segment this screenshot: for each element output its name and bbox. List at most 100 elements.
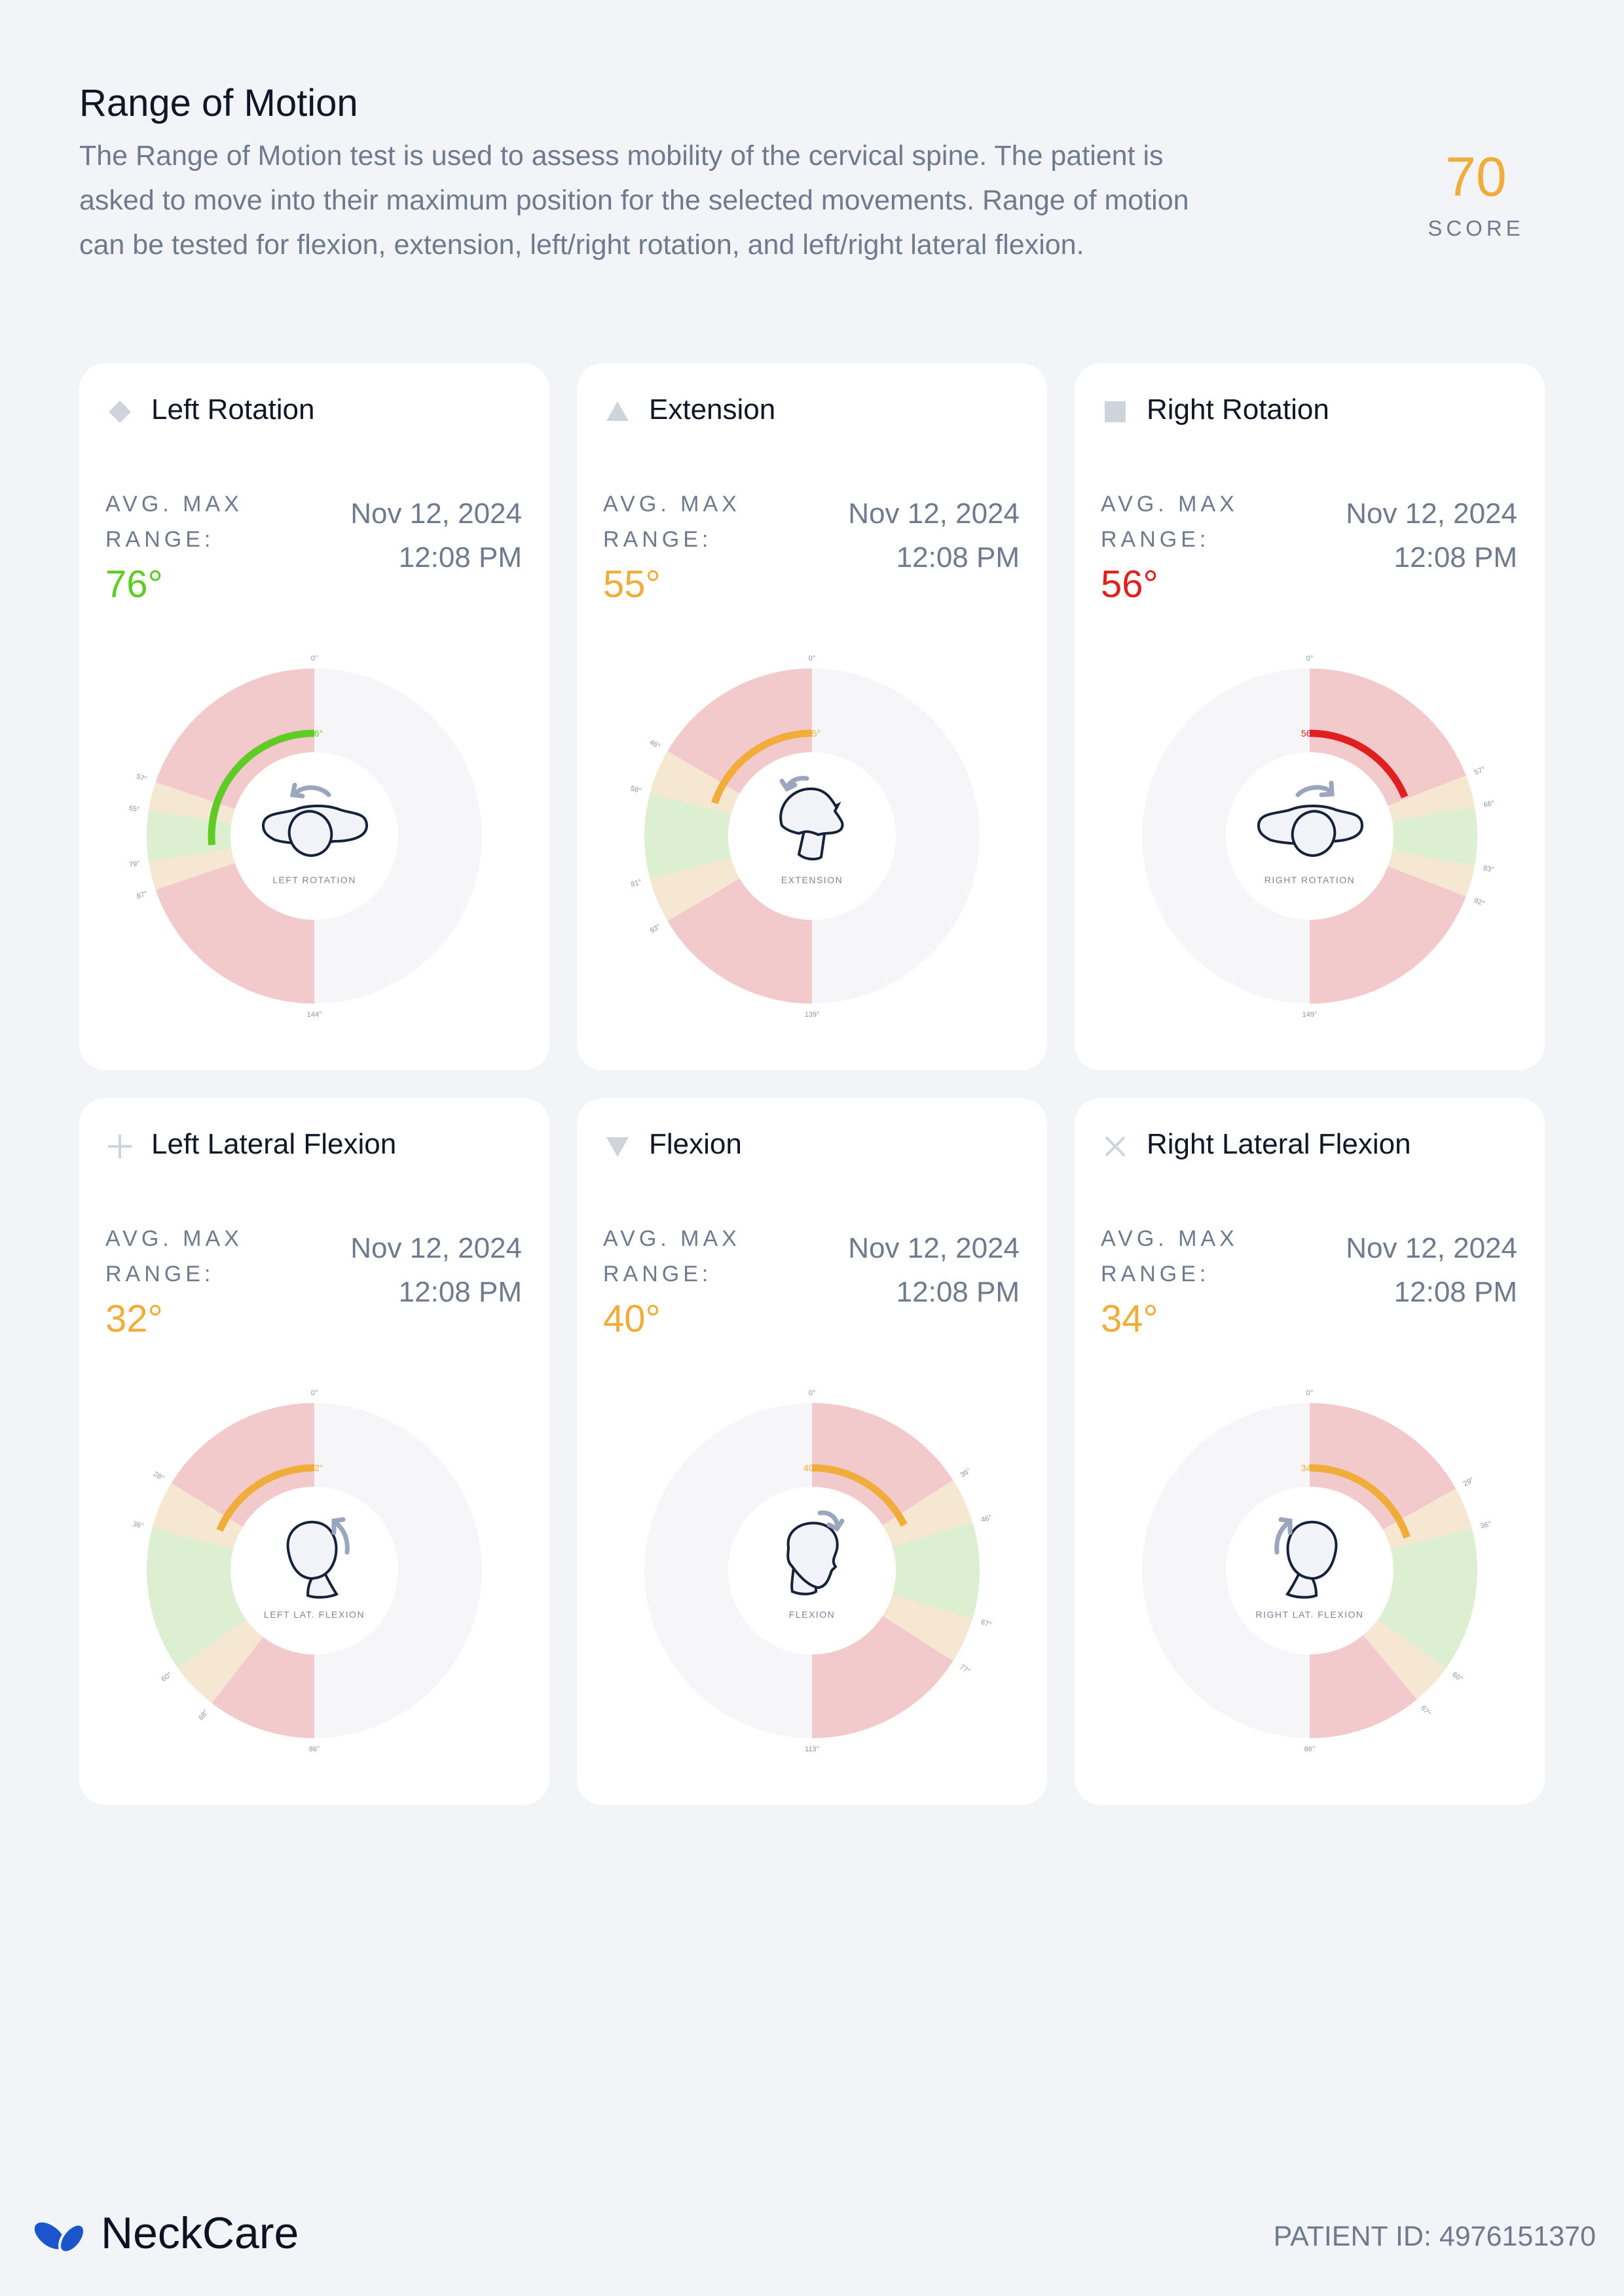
gauge-tick-min: 0° xyxy=(1306,655,1314,663)
gauge-tick-zone: 79° xyxy=(128,860,140,869)
brand-name: NeckCare xyxy=(101,2208,299,2258)
measurement-date: Nov 12, 2024 xyxy=(848,1232,1020,1264)
gauge-tick-zone: 81° xyxy=(630,878,642,888)
lat-right-figure-icon xyxy=(1274,1517,1338,1599)
gauge-tick-min: 0° xyxy=(311,655,318,663)
card-right-rotation: Right Rotation AVG. MAX RANGE: 56° Nov 12… xyxy=(1075,363,1545,1070)
card-left-lateral-flexion: Left Lateral Flexion AVG. MAX RANGE: 32° … xyxy=(79,1098,549,1805)
avg-label-line-1: AVG. MAX xyxy=(603,492,741,517)
flexion-figure-icon xyxy=(786,1510,845,1595)
lat-left-figure-icon xyxy=(286,1517,350,1599)
gauge-tick-zone: 36° xyxy=(959,1467,972,1479)
gauge-inactive-half xyxy=(1142,668,1310,1004)
diamond-icon xyxy=(109,401,131,423)
avg-label-line-1: AVG. MAX xyxy=(105,1226,243,1251)
patient-id: PATIENT ID: 4976151370 xyxy=(1273,2221,1596,2252)
gauge-zone-normal xyxy=(644,793,731,879)
range-gauge: 34° 0° 29° 36° 60° 67° 86° RIGHT LAT. FLEXION xyxy=(1142,1389,1492,1753)
avg-label-line-1: AVG. MAX xyxy=(1101,1226,1238,1251)
gauge-tick-max: 86° xyxy=(309,1745,320,1753)
avg-label-line-1: AVG. MAX xyxy=(603,1226,741,1251)
page-title: Range of Motion xyxy=(79,82,358,124)
measurement-time: 12:08 PM xyxy=(1393,1276,1517,1308)
avg-label-line-2: RANGE: xyxy=(105,1262,215,1286)
gauge-zone-low xyxy=(155,668,314,809)
gauge-tick-min: 0° xyxy=(809,655,816,663)
page-description: The Range of Motion test is used to asse… xyxy=(79,140,1189,261)
gauge-zone-borderline-low xyxy=(152,1483,243,1550)
gauge-value-arc xyxy=(711,729,813,805)
card-left-rotation: Left Rotation AVG. MAX RANGE: 76° Nov 12,… xyxy=(79,363,549,1070)
avg-max-range-value: 40° xyxy=(603,1298,661,1340)
avg-label-line-2: RANGE: xyxy=(105,527,215,552)
avg-max-range-value: 56° xyxy=(1101,563,1158,606)
gauge-tick-max: 139° xyxy=(805,1011,820,1019)
gauge-tick-zone: 57° xyxy=(1473,765,1486,776)
gauge-zone-high xyxy=(1310,1635,1417,1738)
gauge-zone-high xyxy=(155,863,314,1004)
avg-max-range-label: AVG. MAX RANGE: xyxy=(1101,1221,1238,1292)
gauge-zone-borderline-low xyxy=(882,1480,973,1547)
avg-max-range-label: AVG. MAX RANGE: xyxy=(105,1221,243,1292)
measurement-datetime: Nov 12, 2024 12:08 PM xyxy=(1346,1226,1517,1314)
gauge-zone-low xyxy=(1310,1403,1456,1530)
measurement-datetime: Nov 12, 2024 12:08 PM xyxy=(350,1226,522,1314)
extension-figure-icon xyxy=(779,776,844,861)
gauge-tick-zone: 83° xyxy=(1483,864,1495,874)
card-right-lateral-flexion: Right Lateral Flexion AVG. MAX RANGE: 34°… xyxy=(1075,1098,1545,1805)
gauge-tick-max: 86° xyxy=(1304,1745,1316,1753)
range-gauge: 32° 0° 28° 36° 60° 68° 86° LEFT LAT. FLEXION xyxy=(132,1389,482,1753)
card-title: Right Lateral Flexion xyxy=(1147,1128,1411,1160)
gauge-zone-normal xyxy=(1392,806,1477,866)
measurement-date: Nov 12, 2024 xyxy=(350,498,522,530)
avg-label-line-2: RANGE: xyxy=(603,527,712,552)
gauge-zone-low xyxy=(1310,668,1466,806)
gauge-figure-label: LEFT ROTATION xyxy=(272,875,356,885)
gauge-zone-borderline-low xyxy=(1388,775,1475,822)
gauge-tick-zone: 93° xyxy=(649,922,662,935)
gauge-value-arc xyxy=(208,729,315,846)
measurement-time: 12:08 PM xyxy=(398,541,522,574)
rotation-right-figure-icon xyxy=(1257,780,1364,857)
measurement-datetime: Nov 12, 2024 12:08 PM xyxy=(848,1226,1020,1314)
avg-max-range-label: AVG. MAX RANGE: xyxy=(603,486,741,557)
gauge-tick-zone: 57° xyxy=(136,773,149,784)
gauge-tick-zone: 28° xyxy=(152,1470,165,1483)
gauge-tick-zone: 60° xyxy=(1450,1671,1464,1683)
avg-max-range-label: AVG. MAX RANGE: xyxy=(1101,486,1238,557)
measurement-time: 12:08 PM xyxy=(896,1276,1020,1308)
gauge-figure-label: RIGHT LAT. FLEXION xyxy=(1256,1609,1364,1620)
gauge-value-label: 34° xyxy=(1301,1463,1315,1473)
gauge-zone-borderline-high xyxy=(650,857,740,921)
gauge-tick-zone: 36° xyxy=(132,1520,144,1531)
plus-icon xyxy=(108,1135,132,1158)
gauge-value-label: 40° xyxy=(803,1463,817,1473)
gauge-zone-high xyxy=(1310,866,1466,1004)
range-gauge: 55° 0° 46° 58° 81° 93° 139° EXTENSION xyxy=(629,655,980,1019)
range-gauge: 40° 0° 36° 46° 67° 77° 113° FLEXION xyxy=(644,1389,993,1753)
card-title: Left Lateral Flexion xyxy=(151,1128,397,1160)
gauge-tick-zone: 36° xyxy=(1480,1520,1492,1531)
gauge-tick-zone: 92° xyxy=(1473,897,1486,908)
measurement-datetime: Nov 12, 2024 12:08 PM xyxy=(1346,492,1517,579)
gauge-figure-label: FLEXION xyxy=(789,1609,835,1620)
gauge-tick-zone: 77° xyxy=(958,1663,971,1675)
avg-max-range-value: 55° xyxy=(603,563,661,606)
avg-max-range-label: AVG. MAX RANGE: xyxy=(603,1221,741,1292)
gauge-tick-zone: 66° xyxy=(1483,799,1495,809)
measurement-datetime: Nov 12, 2024 12:08 PM xyxy=(848,492,1020,579)
gauge-inactive-half xyxy=(1142,1403,1310,1738)
gauge-zone-normal xyxy=(892,1522,980,1619)
gauge-tick-zone: 60° xyxy=(160,1671,174,1683)
gauge-figure-label: LEFT LAT. FLEXION xyxy=(264,1609,365,1620)
gauge-zone-borderline-high xyxy=(177,1619,263,1704)
gauge-inactive-half xyxy=(314,668,482,1004)
score-label: SCORE xyxy=(1428,216,1524,240)
triangle-up-icon xyxy=(606,401,629,421)
gauge-tick-zone: 87° xyxy=(136,890,149,901)
measurement-date: Nov 12, 2024 xyxy=(1346,1232,1517,1264)
gauge-tick-zone: 67° xyxy=(980,1618,992,1629)
gauge-zone-normal xyxy=(147,1528,246,1668)
gauge-tick-zone: 67° xyxy=(1419,1704,1432,1717)
x-icon xyxy=(1105,1136,1126,1157)
